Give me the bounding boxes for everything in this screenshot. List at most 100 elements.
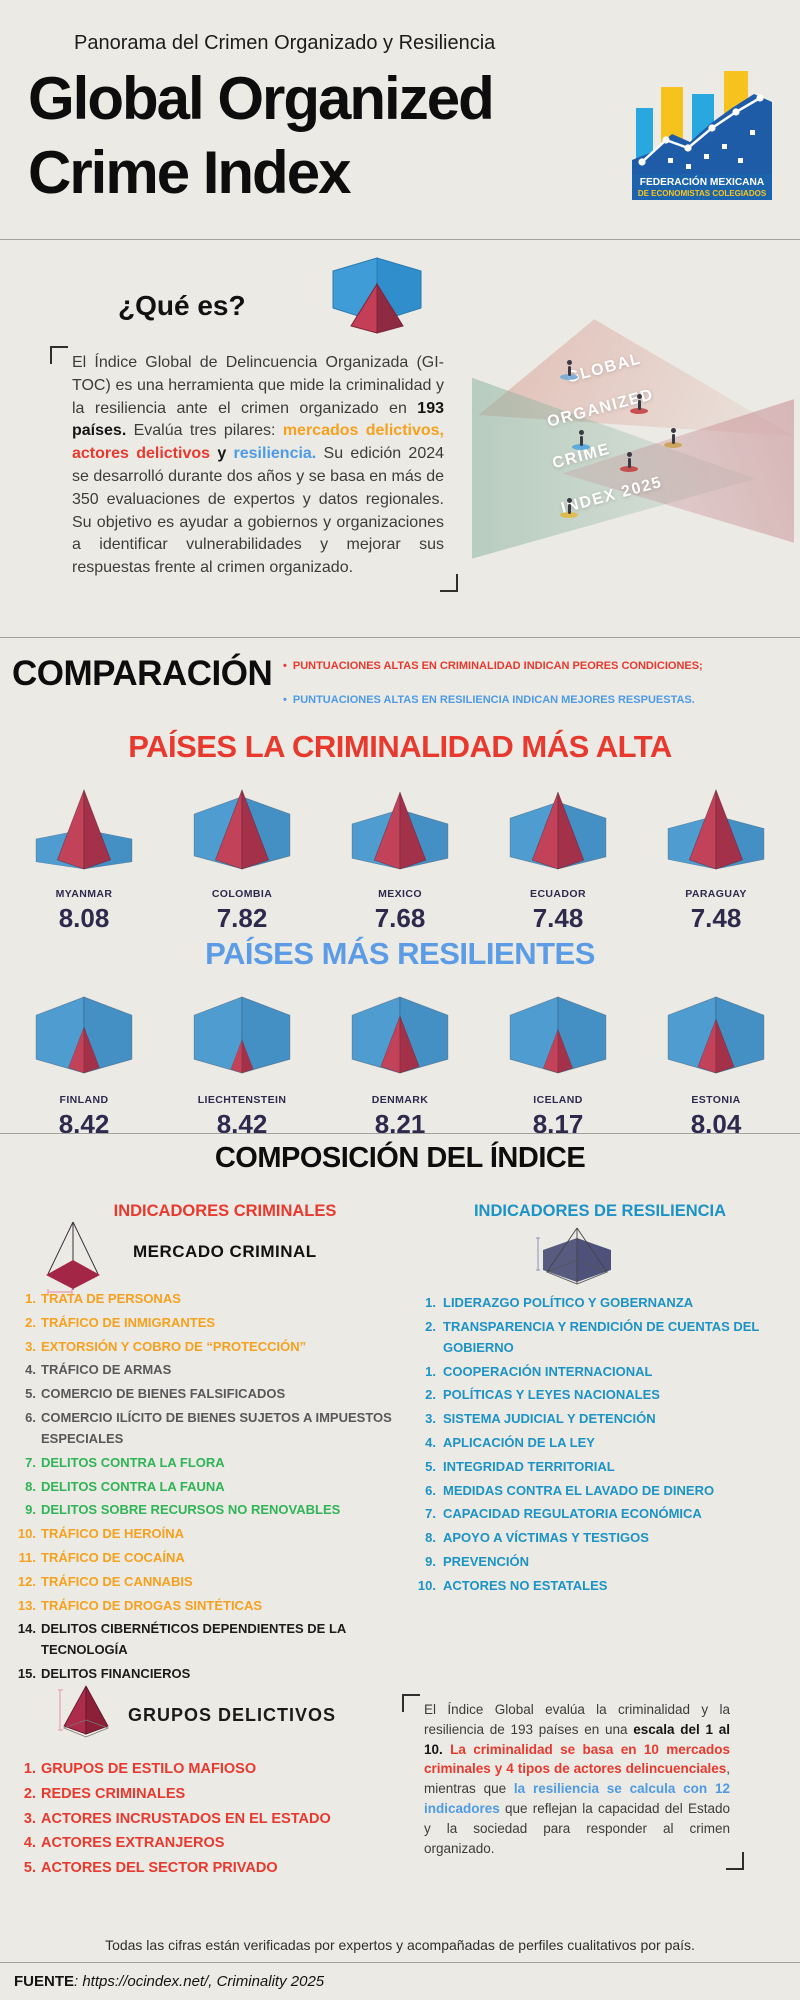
list-item-text: MEDIDAS CONTRA EL LAVADO DE DINERO xyxy=(443,1482,715,1498)
list-item-text: POLÍTICAS Y LEYES NACIONALES xyxy=(443,1387,660,1403)
person-figure-icon xyxy=(664,424,682,448)
list-item-text: TRÁFICO DE ARMAS xyxy=(41,1362,172,1378)
list-item: 3. ACTORES INCRUSTADOS EN EL ESTADO xyxy=(10,1808,410,1830)
resilience-book-icon xyxy=(667,996,765,1074)
logo-text-line1: FEDERACIÓN MEXICANA xyxy=(640,175,765,188)
list-item: 8. DELITOS CONTRA LA FAUNA xyxy=(10,1476,422,1497)
country-card: ICELAND 8.17 xyxy=(479,980,637,1140)
person-figure-icon xyxy=(620,448,638,472)
list-item: 5. INTEGRIDAD TERRITORIAL xyxy=(402,1456,798,1477)
country-card: FINLAND 8.42 xyxy=(5,980,163,1140)
list-item-text: ACTORES EXTRANJEROS xyxy=(41,1835,225,1852)
list-item-text: TRÁFICO DE DROGAS SINTÉTICAS xyxy=(41,1597,263,1613)
page-title: Global Organized Crime Index xyxy=(28,62,495,211)
country-name: PARAGUAY xyxy=(685,888,747,900)
page-title-line2: Crime Index xyxy=(28,139,351,207)
list-item-text: DELITOS CIBERNÉTICOS DEPENDIENTES DE LA … xyxy=(41,1621,346,1658)
list-item-number: 5. xyxy=(23,1860,36,1877)
list-item-number: 3. xyxy=(23,1810,36,1827)
country-name: MEXICO xyxy=(378,888,422,900)
list-item: 15. DELITOS FINANCIEROS xyxy=(10,1663,422,1684)
list-item-number: 4. xyxy=(425,1434,436,1450)
list-item-number: 13. xyxy=(17,1597,36,1613)
list-item-number: 6. xyxy=(25,1409,36,1425)
list-item: 9. PREVENCIÓN xyxy=(402,1551,798,1572)
list-item-text: ACTORES NO ESTATALES xyxy=(443,1577,608,1593)
list-item-number: 1. xyxy=(23,1761,36,1777)
list-item: 8. APOYO A VÍCTIMAS Y TESTIGOS xyxy=(402,1527,798,1548)
list-item-text: DELITOS CONTRA LA FLORA xyxy=(41,1454,225,1470)
grupos-delictivos-list: 1. GRUPOS DE ESTILO MAFIOSO 2. REDES CRI… xyxy=(10,1758,410,1882)
resilience-book-icon xyxy=(35,996,133,1074)
source-label: FUENTE xyxy=(14,1973,74,1990)
list-item-number: 5. xyxy=(25,1386,36,1402)
list-item-text: ACTORES DEL SECTOR PRIVADO xyxy=(41,1860,278,1877)
list-item-text: DELITOS CONTRA LA FAUNA xyxy=(41,1478,225,1494)
list-item-number: 2. xyxy=(425,1318,436,1334)
list-item: 4. TRÁFICO DE ARMAS xyxy=(10,1359,422,1380)
country-card: MYANMAR 8.08 xyxy=(5,786,163,934)
country-name: COLOMBIA xyxy=(211,888,273,900)
section-divider xyxy=(0,637,800,638)
crime-countries-heading: PAÍSES LA CRIMINALIDAD MÁS ALTA xyxy=(128,729,672,764)
country-card: DENMARK 8.21 xyxy=(321,980,479,1140)
list-item: 4. APLICACIÓN DE LA LEY xyxy=(402,1432,798,1453)
list-item-number: 15. xyxy=(17,1666,36,1682)
list-item: 14. DELITOS CIBERNÉTICOS DEPENDIENTES DE… xyxy=(10,1618,422,1660)
list-item: 7. DELITOS CONTRA LA FLORA xyxy=(10,1452,422,1473)
country-name: LIECHTENSTEIN xyxy=(197,1094,287,1106)
country-card: MEXICO 7.68 xyxy=(321,786,479,934)
grupos-delictivos-icon xyxy=(58,1685,110,1738)
list-item-text: APLICACIÓN DE LA LEY xyxy=(443,1434,595,1450)
country-card: LIECHTENSTEIN 8.42 xyxy=(163,980,321,1140)
list-item: 1. COOPERACIÓN INTERNACIONAL xyxy=(402,1361,798,1382)
country-name: ESTONIA xyxy=(691,1094,741,1106)
list-item: 1. LIDERAZGO POLÍTICO Y GOBERNANZA xyxy=(402,1292,798,1313)
crime-pyramid-icon xyxy=(667,789,765,870)
list-item-number: 12. xyxy=(17,1573,36,1589)
composicion-heading: COMPOSICIÓN DEL ÍNDICE xyxy=(214,1142,586,1174)
source-url[interactable]: : https://ocindex.net/, Criminality 2025 xyxy=(74,1973,325,1990)
list-item: 3. EXTORSIÓN Y COBRO DE “PROTECCIÓN” xyxy=(10,1336,422,1357)
list-item-number: 3. xyxy=(25,1338,36,1354)
bar-chart-logo-icon xyxy=(632,71,772,174)
footer-divider xyxy=(0,1962,800,1963)
list-item-number: 9. xyxy=(425,1553,436,1569)
bullet-dot-icon: • xyxy=(283,660,287,672)
list-item: 9. DELITOS SOBRE RECURSOS NO RENOVABLES xyxy=(10,1499,422,1520)
list-item: 13. TRÁFICO DE DROGAS SINTÉTICAS xyxy=(10,1595,422,1616)
list-item-number: 10. xyxy=(17,1526,36,1542)
resilience-indicator-icon xyxy=(536,1227,611,1285)
country-score: 8.42 xyxy=(58,1109,110,1139)
bullet-text: PUNTUACIONES ALTAS EN CRIMINALIDAD INDIC… xyxy=(292,660,703,672)
country-score: 8.04 xyxy=(690,1109,742,1139)
country-card: ECUADOR 7.48 xyxy=(479,786,637,934)
grupos-delictivos-heading: GRUPOS DELICTIVOS xyxy=(128,1705,337,1725)
eyebrow-subtitle: Panorama del Crimen Organizado y Resilie… xyxy=(74,32,496,54)
list-item: 6. COMERCIO ILÍCITO DE BIENES SUJETOS A … xyxy=(10,1407,422,1449)
list-item-text: TRATA DE PERSONAS xyxy=(41,1291,181,1306)
country-score: 7.68 xyxy=(374,903,426,933)
list-item: 3. SISTEMA JUDICIAL Y DETENCIÓN xyxy=(402,1408,798,1429)
list-item-text: TRÁFICO DE COCAÍNA xyxy=(41,1549,185,1565)
resilient-countries-heading: PAÍSES MÁS RESILIENTES xyxy=(205,936,595,971)
country-name: ECUADOR xyxy=(530,888,586,900)
logo-text-line2: DE ECONOMISTAS COLEGIADOS xyxy=(638,189,767,198)
verification-note: Todas las cifras están verificadas por e… xyxy=(105,1937,695,1953)
comparacion-heading: COMPARACIÓN xyxy=(12,654,273,693)
list-item: 6. MEDIDAS CONTRA EL LAVADO DE DINERO xyxy=(402,1480,798,1501)
comparacion-bullets: • PUNTUACIONES ALTAS EN CRIMINALIDAD IND… xyxy=(283,660,788,728)
list-item: 5. ACTORES DEL SECTOR PRIVADO xyxy=(10,1857,410,1879)
country-name: MYANMAR xyxy=(55,888,113,900)
list-item-text: CAPACIDAD REGULATORIA ECONÓMICA xyxy=(443,1506,702,1522)
list-item-text: TRANSPARENCIA Y RENDICIÓN DE CUENTAS DEL… xyxy=(443,1318,760,1355)
list-item: 4. ACTORES EXTRANJEROS xyxy=(10,1832,410,1854)
list-item-number: 4. xyxy=(23,1835,36,1852)
indicadores-criminales-heading: INDICADORES CRIMINALES xyxy=(113,1202,337,1220)
list-item: 10. ACTORES NO ESTATALES xyxy=(402,1575,798,1596)
list-item-number: 5. xyxy=(425,1458,436,1474)
list-item-text: TRÁFICO DE HEROÍNA xyxy=(41,1526,184,1542)
scale-note-paragraph: El Índice Global evalúa la criminalidad … xyxy=(402,1693,744,1871)
list-item-text: DELITOS SOBRE RECURSOS NO RENOVABLES xyxy=(41,1502,341,1518)
